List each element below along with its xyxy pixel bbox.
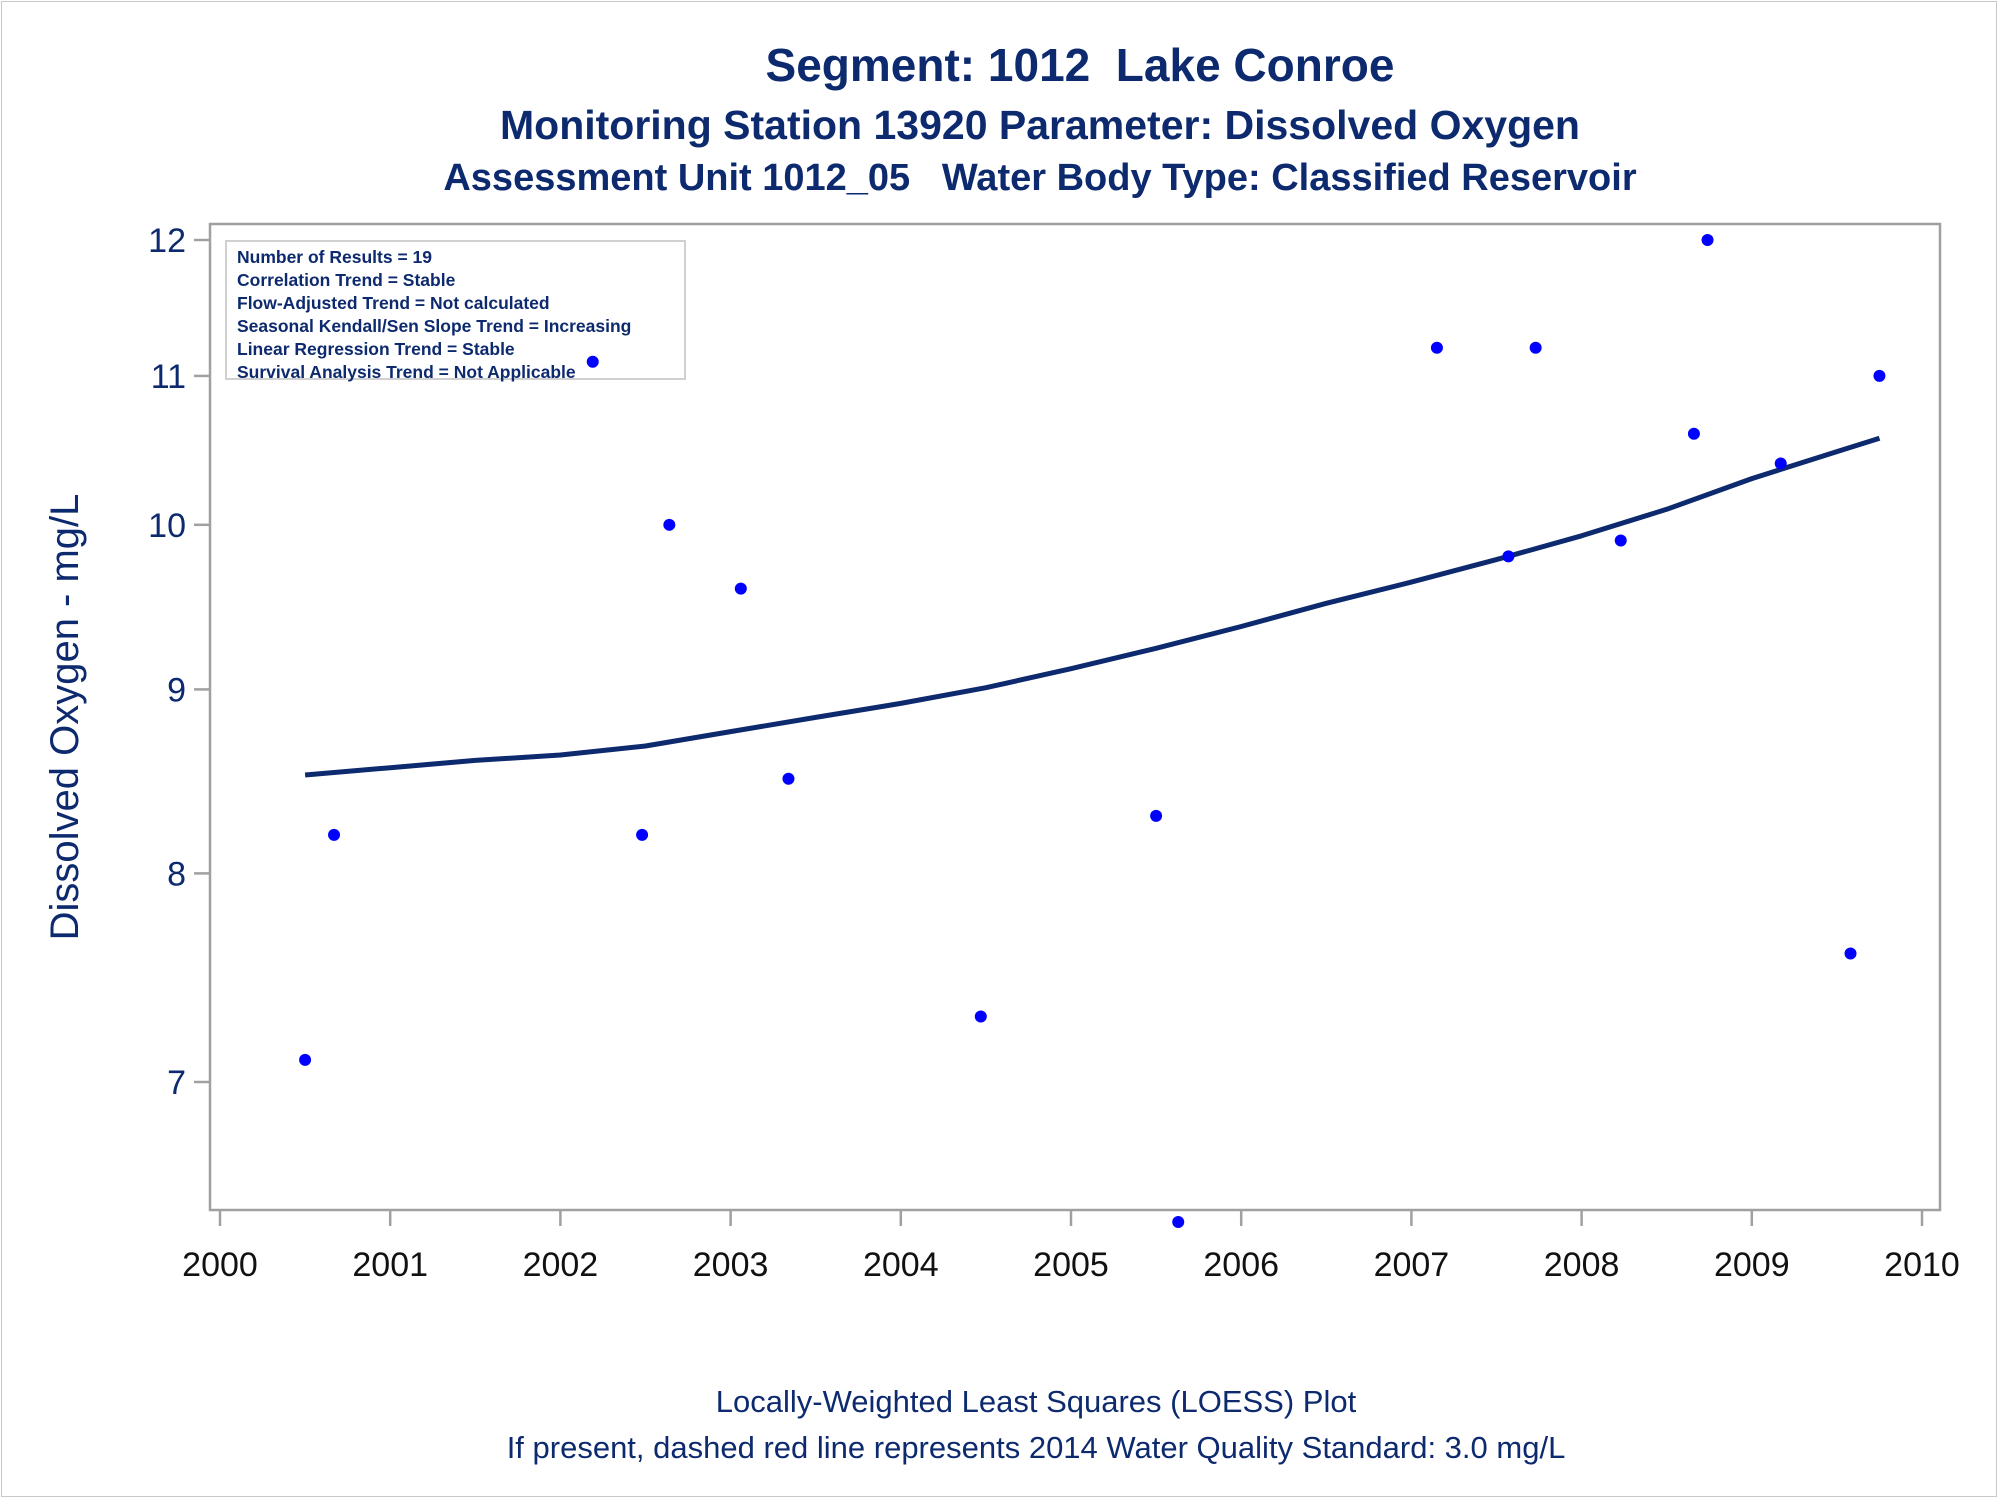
data-point — [1687, 427, 1700, 440]
footnote-standard: If present, dashed red line represents 2… — [506, 1430, 1566, 1465]
loess-line — [304, 435, 1881, 778]
chart-title: Segment: 1012 Lake Conroe — [765, 39, 1395, 91]
y-tick-label: 10 — [148, 507, 186, 545]
data-point — [1150, 809, 1163, 822]
y-axis-label: Dissolved Oxygen - mg/L — [43, 494, 87, 941]
footnote-loess: Locally-Weighted Least Squares (LOESS) P… — [715, 1384, 1357, 1419]
legend-item: Flow-Adjusted Trend = Not calculated — [237, 293, 550, 313]
data-point — [1774, 457, 1787, 470]
legend-item: Correlation Trend = Stable — [237, 270, 456, 290]
x-tick-label: 2006 — [1203, 1246, 1279, 1284]
x-tick-label: 2001 — [352, 1246, 428, 1284]
data-point — [299, 1053, 312, 1066]
x-tick-label: 2010 — [1884, 1246, 1960, 1284]
y-tick-label: 8 — [167, 855, 186, 893]
x-tick-label: 2003 — [693, 1246, 769, 1284]
data-points — [299, 234, 1886, 1228]
y-tick-label: 11 — [151, 358, 186, 396]
x-tick-label: 2002 — [523, 1246, 599, 1284]
data-point — [1701, 234, 1714, 246]
y-tick-label: 9 — [167, 671, 186, 709]
data-point — [636, 828, 649, 841]
x-tick-label: 2007 — [1374, 1246, 1450, 1284]
data-point — [1614, 534, 1627, 547]
plot-area — [208, 222, 1942, 1212]
data-point — [1502, 550, 1515, 563]
data-point — [663, 518, 676, 531]
y-tick-label: 7 — [167, 1064, 186, 1102]
data-point — [1844, 947, 1857, 960]
data-point — [974, 1010, 987, 1023]
x-axis: 2000 2001 2002 2003 2004 2005 2006 2007 2008 2009… — [182, 1210, 1960, 1284]
legend-item: Seasonal Kendall/Sen Slope Trend = Incre… — [237, 316, 632, 336]
chart-subtitle-assessment: Assessment Unit 1012_05 Water Body Type:… — [443, 157, 1637, 199]
chart-subtitle-station: Monitoring Station 13920 Parameter: Diss… — [500, 102, 1580, 148]
data-point — [734, 582, 747, 595]
x-tick-label: 2008 — [1544, 1246, 1620, 1284]
y-axis: 7 8 9 10 11 12 — [148, 222, 210, 1102]
data-point — [586, 355, 599, 368]
trend-legend: Number of Results = 19 Correlation Trend … — [225, 240, 686, 382]
x-tick-label: 2000 — [182, 1246, 258, 1284]
data-point — [1430, 341, 1443, 354]
data-point — [1172, 1215, 1185, 1228]
x-tick-label: 2004 — [863, 1246, 939, 1284]
data-point — [782, 772, 795, 785]
data-point — [1529, 341, 1542, 354]
data-point — [328, 828, 341, 841]
x-tick-label: 2005 — [1033, 1246, 1109, 1284]
legend-item: Survival Analysis Trend = Not Applicable — [237, 362, 576, 382]
legend-item: Number of Results = 19 — [237, 247, 432, 267]
data-point — [1873, 369, 1886, 382]
y-tick-label: 12 — [148, 222, 186, 260]
legend-item: Linear Regression Trend = Stable — [237, 339, 515, 359]
x-tick-label: 2009 — [1714, 1246, 1790, 1284]
